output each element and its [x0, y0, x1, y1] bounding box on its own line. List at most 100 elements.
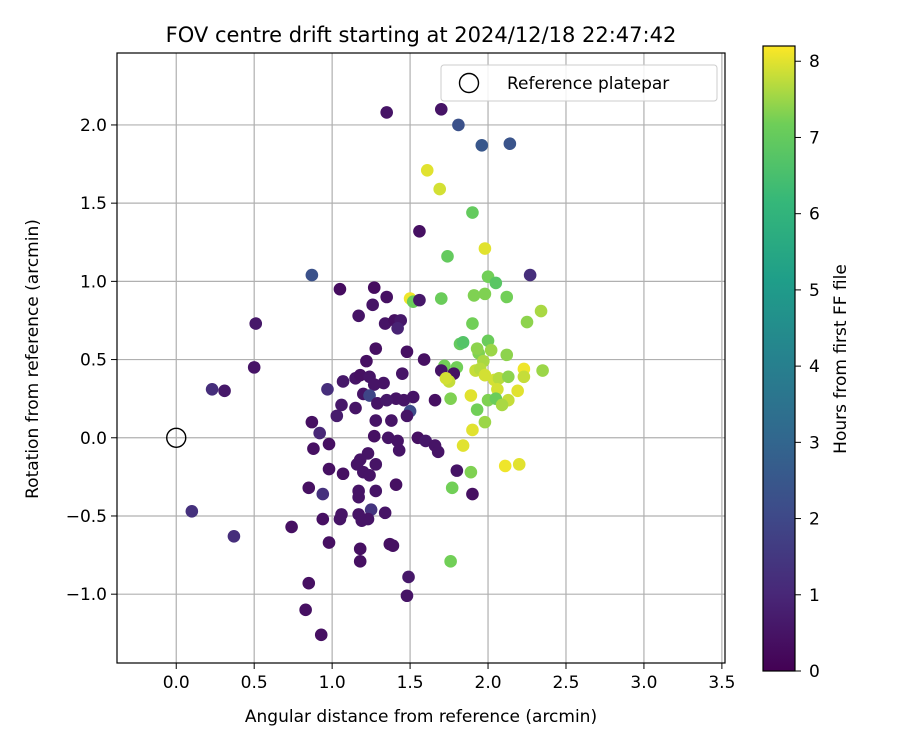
data-point	[335, 398, 348, 412]
data-point	[369, 484, 383, 498]
data-point	[367, 429, 381, 443]
data-point	[378, 506, 392, 520]
data-point	[360, 354, 373, 368]
colorbar-tick-label: 0	[809, 662, 820, 682]
colorbar-tick-label: 8	[809, 52, 820, 72]
data-point	[484, 343, 498, 357]
data-point	[367, 281, 381, 294]
data-point	[413, 225, 426, 238]
data-point	[491, 382, 504, 396]
data-point	[363, 389, 376, 402]
y-axis-label: Rotation from reference (arcmin)	[23, 219, 43, 499]
data-point	[305, 415, 319, 429]
data-point	[503, 137, 517, 151]
data-point	[389, 478, 403, 491]
data-point	[386, 539, 400, 552]
reference-platepar-marker	[166, 427, 187, 448]
data-point	[349, 401, 362, 415]
data-point	[511, 384, 524, 398]
data-point	[400, 409, 414, 423]
data-point	[452, 118, 465, 132]
data-point	[400, 589, 414, 603]
data-point	[321, 382, 334, 396]
data-point	[400, 345, 414, 359]
data-point	[367, 378, 381, 391]
x-tick-label: 0.5	[241, 673, 268, 693]
chart-title: FOV centre drift starting at 2024/12/18 …	[166, 23, 677, 47]
data-point	[439, 372, 453, 385]
x-tick-label: 3.0	[630, 673, 657, 693]
data-point	[466, 206, 479, 219]
colorbar: 0 1 2 3 4 5 6 7 8 Hours from first FF file	[762, 45, 851, 682]
data-point	[380, 393, 394, 407]
data-point	[456, 439, 470, 452]
data-point	[478, 368, 492, 382]
colorbar-tick-label: 7	[809, 128, 820, 148]
data-point	[322, 437, 336, 451]
y-tick-label: 1.5	[80, 194, 107, 214]
colorbar-tick-label: 4	[809, 357, 820, 377]
colorbar-tick-label: 6	[809, 205, 820, 225]
y-tick-label: −0.5	[66, 507, 107, 527]
data-point	[369, 414, 383, 427]
data-point	[316, 487, 330, 501]
data-point	[336, 375, 350, 388]
y-tick-label: 1.0	[80, 272, 107, 292]
data-point	[377, 376, 390, 390]
data-point	[417, 353, 431, 366]
data-point	[185, 504, 199, 518]
data-point	[434, 292, 448, 305]
x-tick-label: 1.5	[397, 673, 424, 693]
data-point	[464, 465, 478, 479]
colorbar-tick-label: 3	[809, 433, 820, 453]
data-point	[466, 487, 479, 501]
data-point	[385, 414, 398, 427]
data-point	[434, 103, 448, 116]
axes-frame	[116, 52, 726, 664]
data-point	[492, 372, 506, 385]
data-point	[428, 393, 442, 407]
data-point	[441, 250, 454, 263]
data-point	[366, 298, 379, 312]
data-point	[205, 382, 219, 396]
data-point	[353, 368, 367, 382]
legend: Reference platepar	[440, 64, 718, 102]
data-point	[500, 290, 514, 304]
data-point	[475, 138, 489, 152]
colorbar-tick-label: 1	[809, 586, 820, 606]
data-point	[470, 403, 484, 416]
data-point	[218, 384, 231, 398]
data-point	[444, 555, 457, 568]
data-point	[249, 317, 263, 330]
legend-entry-reference: Reference platepar	[507, 74, 669, 94]
data-point	[352, 309, 365, 323]
data-point	[316, 512, 330, 526]
data-point	[330, 409, 344, 423]
data-point	[419, 434, 432, 448]
data-point	[307, 442, 320, 456]
data-point	[444, 392, 457, 405]
data-point	[395, 367, 409, 380]
data-point	[478, 242, 492, 255]
data-point	[391, 434, 404, 448]
data-point	[353, 555, 367, 568]
data-point	[322, 462, 336, 476]
data-point	[285, 520, 298, 534]
data-point	[523, 268, 537, 282]
data-point	[333, 512, 347, 526]
x-ticks: 0.0 0.5 1.0 1.5 2.0 2.5 3.0 3.5	[163, 663, 735, 693]
y-tick-label: 0.5	[80, 351, 107, 371]
x-axis-label: Angular distance from reference (arcmin)	[245, 707, 597, 727]
data-point	[302, 481, 316, 495]
data-point	[495, 398, 509, 412]
y-ticks: −1.0 −0.5 0.0 0.5 1.0 1.5 2.0	[66, 116, 117, 605]
legend-marker-icon	[458, 72, 480, 94]
data-point	[512, 458, 526, 471]
colorbar-tick-label: 5	[809, 281, 820, 301]
data-point	[406, 390, 420, 404]
x-tick-label: 0.0	[163, 673, 190, 693]
data-point	[478, 415, 492, 429]
data-point	[227, 530, 241, 543]
data-point	[502, 370, 515, 384]
data-point	[450, 464, 464, 477]
